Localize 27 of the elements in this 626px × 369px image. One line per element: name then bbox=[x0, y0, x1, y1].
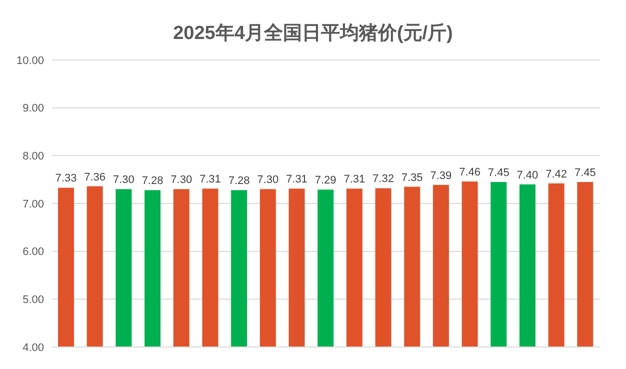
y-tick-label: 6.00 bbox=[22, 246, 44, 258]
data-label: 7.30 bbox=[112, 174, 134, 186]
data-label: 7.28 bbox=[228, 175, 250, 188]
y-tick-label: 4.00 bbox=[22, 342, 44, 354]
data-label: 7.33 bbox=[55, 172, 77, 185]
chart-title: 2025年4月全国日平均猪价(元/斤) bbox=[172, 22, 454, 46]
data-label: 7.31 bbox=[286, 174, 308, 186]
data-label: 7.32 bbox=[372, 173, 394, 186]
data-label: 7.30 bbox=[257, 174, 279, 186]
data-label: 7.28 bbox=[142, 175, 164, 188]
data-label: 7.31 bbox=[344, 174, 366, 186]
data-label: 7.40 bbox=[516, 169, 538, 182]
data-label: 7.29 bbox=[314, 174, 336, 187]
y-tick-label: 10.00 bbox=[16, 54, 44, 67]
data-label: 7.36 bbox=[84, 171, 106, 184]
data-label: 7.31 bbox=[200, 174, 221, 186]
y-tick-label: 7.00 bbox=[22, 198, 44, 210]
data-label: 7.42 bbox=[546, 168, 568, 180]
y-tick-label: 5.00 bbox=[22, 294, 44, 306]
data-label: 7.45 bbox=[574, 166, 596, 179]
data-label: 7.46 bbox=[459, 166, 480, 178]
y-tick-label: 8.00 bbox=[22, 150, 44, 163]
y-tick-label: 9.00 bbox=[22, 102, 44, 115]
data-label: 7.30 bbox=[170, 174, 192, 186]
data-label: 7.45 bbox=[488, 166, 510, 179]
data-label: 7.39 bbox=[430, 170, 452, 182]
data-label: 7.35 bbox=[401, 172, 423, 184]
